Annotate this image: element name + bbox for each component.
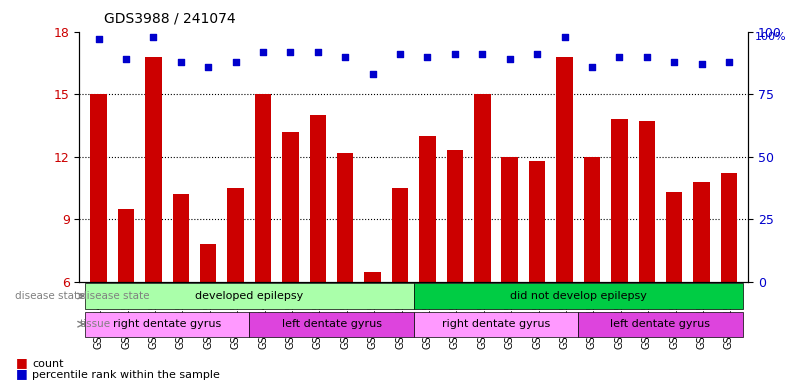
Bar — [227, 188, 244, 282]
Bar — [529, 161, 545, 282]
Point — [229, 58, 242, 65]
Point — [723, 58, 735, 65]
Text: left dentate gyrus: left dentate gyrus — [282, 319, 381, 329]
Text: left dentate gyrus: left dentate gyrus — [610, 319, 710, 329]
Bar — [557, 56, 573, 282]
Bar — [172, 194, 189, 282]
Bar — [666, 192, 682, 282]
Point — [175, 58, 187, 65]
Point — [284, 48, 297, 55]
Bar — [282, 132, 299, 282]
Text: disease state: disease state — [15, 291, 85, 301]
Point — [256, 48, 269, 55]
Bar — [638, 121, 655, 282]
Text: 100%: 100% — [755, 31, 787, 41]
Point — [668, 58, 681, 65]
Text: ■: ■ — [16, 367, 28, 380]
Bar — [118, 209, 135, 282]
Point — [202, 63, 215, 70]
Bar — [255, 94, 272, 282]
Bar — [337, 152, 353, 282]
Bar — [694, 182, 710, 282]
Text: percentile rank within the sample: percentile rank within the sample — [32, 370, 220, 380]
Bar — [364, 271, 381, 282]
FancyBboxPatch shape — [414, 311, 578, 337]
FancyBboxPatch shape — [578, 311, 743, 337]
FancyBboxPatch shape — [249, 311, 414, 337]
Point — [393, 51, 406, 57]
Text: right dentate gyrus: right dentate gyrus — [442, 319, 550, 329]
Point — [476, 51, 489, 57]
Point — [640, 53, 653, 60]
Text: developed epilepsy: developed epilepsy — [195, 291, 304, 301]
FancyBboxPatch shape — [85, 283, 414, 309]
Bar — [584, 157, 600, 282]
Bar — [721, 174, 737, 282]
Point — [339, 53, 352, 60]
Point — [531, 51, 544, 57]
Point — [558, 33, 571, 40]
Point — [147, 33, 160, 40]
Point — [421, 53, 434, 60]
Text: disease state: disease state — [80, 291, 150, 301]
Text: GDS3988 / 241074: GDS3988 / 241074 — [104, 12, 235, 25]
FancyBboxPatch shape — [85, 311, 249, 337]
Point — [366, 71, 379, 77]
Bar — [611, 119, 627, 282]
Point — [119, 56, 132, 62]
Bar — [310, 115, 326, 282]
Point — [92, 36, 105, 42]
Point — [613, 53, 626, 60]
Text: ■: ■ — [16, 356, 28, 369]
Point — [695, 61, 708, 67]
Text: did not develop epilepsy: did not develop epilepsy — [509, 291, 646, 301]
Bar — [200, 244, 216, 282]
Bar — [392, 188, 409, 282]
Bar — [447, 151, 463, 282]
Text: tissue: tissue — [80, 319, 111, 329]
Text: right dentate gyrus: right dentate gyrus — [113, 319, 221, 329]
Point — [449, 51, 461, 57]
Bar — [419, 136, 436, 282]
Point — [586, 63, 598, 70]
Bar — [474, 94, 490, 282]
FancyBboxPatch shape — [414, 283, 743, 309]
Point — [312, 48, 324, 55]
Point — [503, 56, 516, 62]
Text: count: count — [32, 359, 63, 369]
Bar — [501, 157, 518, 282]
Bar — [145, 56, 162, 282]
Bar — [91, 94, 107, 282]
